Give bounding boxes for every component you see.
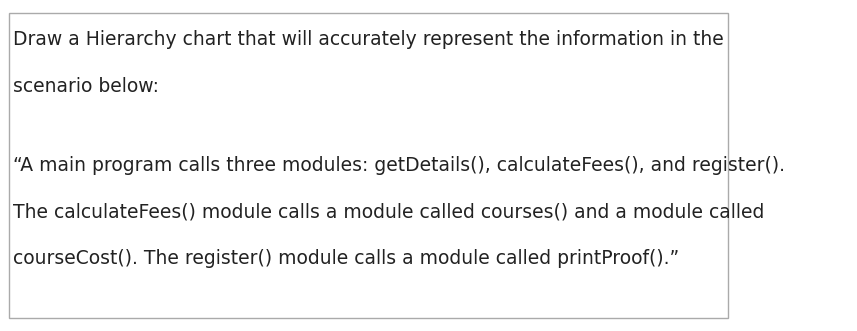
Text: The calculateFees() module calls a module called courses() and a module called: The calculateFees() module calls a modul… bbox=[13, 202, 764, 221]
Text: Draw a Hierarchy chart that will accurately represent the information in the: Draw a Hierarchy chart that will accurat… bbox=[13, 30, 724, 49]
Text: scenario below:: scenario below: bbox=[13, 76, 159, 96]
Text: “A main program calls three modules: getDetails(), calculateFees(), and register: “A main program calls three modules: get… bbox=[13, 156, 785, 175]
Text: courseCost(). The register() module calls a module called printProof().”: courseCost(). The register() module call… bbox=[13, 249, 680, 268]
